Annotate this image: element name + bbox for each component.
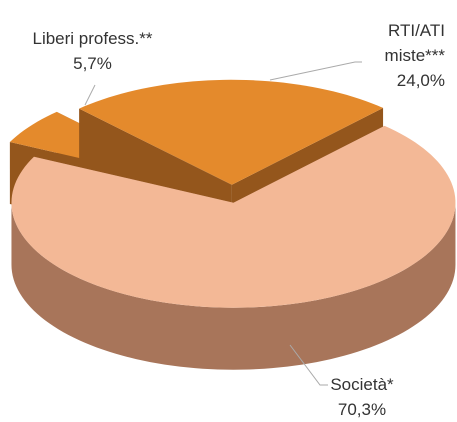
leader-line bbox=[84, 84, 96, 106]
value-label: 24,0% bbox=[396, 71, 445, 90]
slice-label: Liberi profess.** 5,7% bbox=[10, 26, 175, 76]
category-label: RTI/ATI miste*** bbox=[384, 21, 445, 65]
value-label: 5,7% bbox=[73, 54, 112, 73]
slice-label: RTI/ATI miste*** 24,0% bbox=[355, 18, 445, 93]
slice-label: Società* 70,3% bbox=[322, 372, 402, 422]
category-label: Liberi profess.** bbox=[32, 29, 153, 48]
leader-line bbox=[289, 344, 328, 386]
leader-line bbox=[269, 61, 362, 81]
slice bbox=[79, 79, 384, 185]
slice-side bbox=[11, 202, 456, 370]
category-label: Società* bbox=[330, 375, 394, 394]
slice bbox=[11, 125, 456, 308]
value-label: 70,3% bbox=[337, 400, 387, 419]
